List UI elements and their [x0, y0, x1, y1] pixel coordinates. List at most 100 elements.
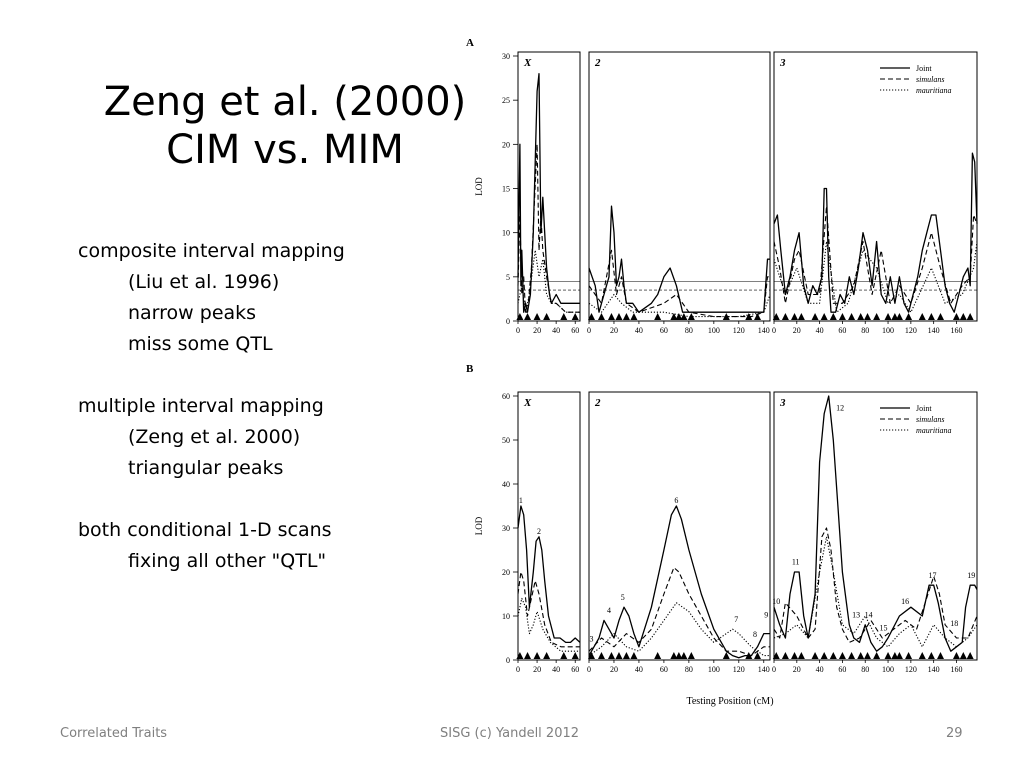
x-tick-label: 140	[928, 326, 940, 335]
marker-triangle	[772, 652, 780, 659]
marker-triangle	[745, 313, 753, 320]
peak-label: 5	[621, 593, 625, 602]
x-tick-label: 20	[793, 326, 801, 335]
chromosome-label: 2	[594, 57, 601, 69]
marker-triangle	[966, 652, 974, 659]
marker-triangle	[630, 313, 638, 320]
series-simulans-line	[588, 567, 770, 657]
marker-triangle	[884, 313, 892, 320]
bullet-spacer	[78, 484, 468, 515]
legend: Joint simulans mauritiana	[880, 404, 952, 435]
x-tick-label: 20	[793, 665, 801, 674]
marker-triangle	[654, 652, 662, 659]
chromosome-x-plot: X 0 20 40 60 1 2	[516, 391, 581, 674]
x-tick-label: 0	[772, 665, 776, 674]
sub-bullet: (Zeng et al. 2000)	[128, 426, 301, 448]
peak-label: 16	[901, 597, 909, 606]
marker-triangle	[533, 313, 541, 320]
x-tick-label: 120	[733, 326, 745, 335]
y-tick-label: 25	[502, 96, 510, 105]
marker-triangle	[895, 313, 903, 320]
y-tick-label: 0	[506, 317, 510, 326]
y-axis-label: LOD	[474, 516, 484, 535]
chromosome-label: X	[523, 57, 532, 69]
y-tick-label: 20	[502, 568, 510, 577]
chromosome-label: X	[523, 397, 532, 409]
title-line-2: CIM vs. MIM	[166, 127, 404, 173]
marker-triangle	[622, 313, 630, 320]
x-tick-label: 60	[838, 665, 846, 674]
marker-triangle	[781, 313, 789, 320]
series-joint-line	[517, 73, 580, 313]
peak-label: 1	[519, 496, 523, 505]
y-tick-label: 20	[502, 140, 510, 149]
x-tick-label: 140	[928, 665, 940, 674]
plot-frame	[517, 51, 581, 322]
marker-triangle	[516, 652, 524, 659]
marker-triangle	[516, 313, 524, 320]
y-tick-label: 60	[502, 392, 510, 401]
y-tick-label: 15	[502, 185, 510, 194]
marker-triangle	[864, 313, 872, 320]
marker-triangle	[687, 313, 695, 320]
peak-label: 8	[753, 630, 757, 639]
footer-center: SISG (c) Yandell 2012	[440, 726, 580, 741]
legend-label-joint: Joint	[916, 64, 932, 73]
marker-triangle	[571, 652, 579, 659]
series-joint-line	[517, 505, 581, 644]
x-tick-label: 40	[552, 326, 560, 335]
marker-triangle	[587, 652, 595, 659]
marker-triangle	[848, 652, 856, 659]
peak-label: 12	[836, 404, 844, 413]
marker-triangle	[918, 652, 926, 659]
marker-triangle	[543, 652, 551, 659]
x-tick-label: 60	[660, 665, 668, 674]
plot-frame	[773, 391, 978, 661]
series-joint-line	[588, 205, 770, 313]
x-tick-label: 100	[708, 665, 720, 674]
marker-triangle	[797, 652, 805, 659]
legend-label-simulans: simulans	[916, 75, 944, 84]
marker-triangle	[722, 313, 730, 320]
x-tick-label: 160	[950, 665, 962, 674]
marker-triangle	[927, 313, 935, 320]
marker-triangle	[811, 652, 819, 659]
marker-triangle	[524, 652, 532, 659]
x-tick-label: 40	[635, 326, 643, 335]
y-tick-label: 10	[502, 229, 510, 238]
marker-triangle	[918, 313, 926, 320]
marker-triangle	[524, 313, 532, 320]
marker-triangle	[615, 313, 623, 320]
x-tick-label: 0	[516, 665, 520, 674]
x-tick-label: 40	[552, 665, 560, 674]
peak-label: 7	[734, 615, 738, 624]
marker-triangle	[670, 313, 678, 320]
x-tick-label: 0	[587, 326, 591, 335]
x-tick-label: 0	[772, 326, 776, 335]
series-joint-line	[773, 152, 978, 313]
series-mauritiana-line	[588, 293, 771, 318]
marker-triangle	[966, 313, 974, 320]
x-tick-label: 120	[905, 665, 917, 674]
x-tick-label: 80	[685, 665, 693, 674]
marker-triangle	[864, 652, 872, 659]
series-mauritiana-line	[773, 536, 978, 648]
series-joint-line	[773, 395, 978, 652]
marker-triangle	[597, 313, 605, 320]
marker-triangle	[905, 652, 913, 659]
x-tick-label: 60	[571, 326, 579, 335]
x-tick-label: 20	[610, 326, 618, 335]
marker-triangle	[895, 652, 903, 659]
marker-triangle	[952, 313, 960, 320]
footer-left: Correlated Traits	[60, 726, 168, 741]
marker-triangle	[680, 652, 688, 659]
legend-label-simulans: simulans	[916, 415, 944, 424]
peak-label: 10	[772, 597, 780, 606]
chromosome-label: 2	[594, 397, 601, 409]
x-tick-label: 40	[816, 326, 824, 335]
panel-label: B	[466, 363, 474, 375]
x-tick-label: 20	[610, 665, 618, 674]
marker-triangle	[829, 313, 837, 320]
